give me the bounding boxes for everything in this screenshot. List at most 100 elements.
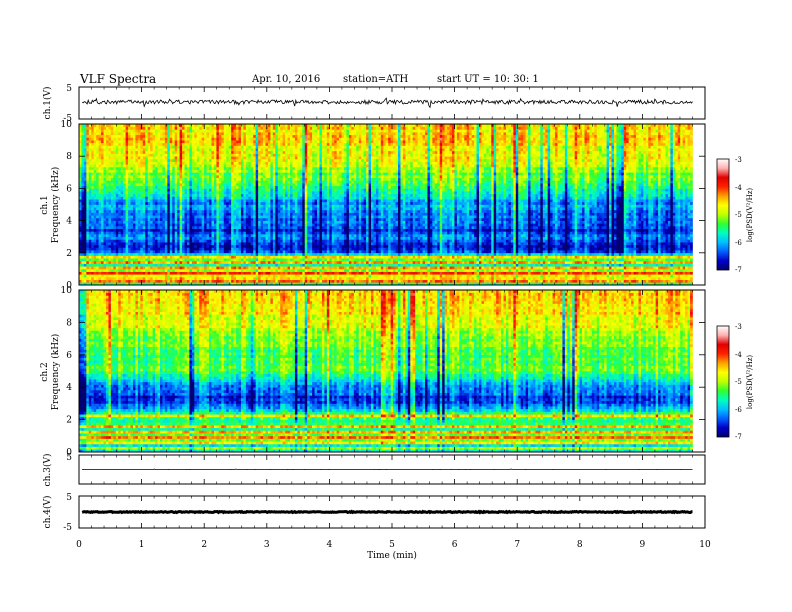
- spectrogram-cell: [158, 213, 161, 216]
- spectrogram-cell: [111, 274, 114, 277]
- spectrogram-cell: [180, 180, 183, 183]
- spectrogram-cell: [148, 229, 151, 232]
- spectrogram-cell: [108, 199, 111, 202]
- spectrogram-cell: [155, 145, 158, 148]
- spectrogram-cell: [108, 194, 111, 197]
- spectrogram-cell: [148, 180, 151, 183]
- spectrogram-cell: [162, 159, 165, 162]
- spectrogram-cell: [84, 242, 87, 245]
- spectrogram-cell: [94, 242, 97, 245]
- spectrogram-cell: [128, 170, 131, 173]
- spectrogram-cell: [111, 135, 114, 138]
- spectrogram-cell: [123, 127, 126, 130]
- spectrogram-cell: [106, 183, 109, 186]
- spectrogram-cell: [94, 151, 97, 154]
- spectrogram-cell: [160, 231, 163, 234]
- spectrogram-cell: [143, 253, 146, 256]
- spectrogram-cell: [118, 280, 121, 283]
- spectrogram-cell: [86, 156, 89, 159]
- spectrogram-cell: [123, 151, 126, 154]
- spectrogram-cell: [111, 210, 114, 213]
- spectrogram-cell: [140, 272, 143, 275]
- spectrogram-cell: [155, 172, 158, 175]
- spectrogram-cell: [153, 213, 156, 216]
- spectrogram-cell: [158, 145, 161, 148]
- spectrogram-cell: [84, 148, 87, 151]
- spectrogram-cell: [140, 229, 143, 232]
- spectrogram-cell: [81, 127, 84, 130]
- spectrogram-cell: [145, 154, 148, 157]
- spectrogram-cell: [101, 170, 104, 173]
- spectrogram-cell: [180, 162, 183, 165]
- spectrogram-cell: [165, 183, 168, 186]
- spectrogram-cell: [131, 186, 134, 189]
- spectrogram-cell: [145, 156, 148, 159]
- spectrogram-cell: [162, 207, 165, 210]
- spectrogram-cell: [148, 250, 151, 253]
- spectrogram-cell: [101, 207, 104, 210]
- spectrogram-cell: [160, 191, 163, 194]
- spectrogram-cell: [131, 277, 134, 280]
- spectrogram-cell: [106, 191, 109, 194]
- spectrogram-cell: [128, 175, 131, 178]
- spectrogram-cell: [81, 196, 84, 199]
- spectrogram-cell: [185, 156, 188, 159]
- spectrogram-cell: [116, 264, 119, 267]
- spectrogram-cell: [180, 258, 183, 261]
- spectrogram-cell: [89, 280, 92, 283]
- spectrogram-cell: [143, 221, 146, 224]
- spectrogram-cell: [135, 135, 138, 138]
- spectrogram-cell: [172, 188, 175, 191]
- spectrogram-cell: [189, 170, 192, 173]
- spectrogram-cell: [185, 199, 188, 202]
- spectrogram-cell: [131, 221, 134, 224]
- spectrogram-cell: [94, 140, 97, 143]
- spectrogram-cell: [101, 264, 104, 267]
- spectrogram-cell: [145, 188, 148, 191]
- spectrogram-cell: [160, 250, 163, 253]
- spectrogram-cell: [158, 245, 161, 248]
- spectrogram-cell: [104, 175, 107, 178]
- spectrogram-cell: [94, 159, 97, 162]
- spectrogram-cell: [158, 188, 161, 191]
- start-time-label: start UT = 10: 30: 1: [437, 74, 539, 85]
- spectrogram-cell: [175, 242, 178, 245]
- spectrogram-cell: [153, 272, 156, 275]
- spectrogram-cell: [172, 274, 175, 277]
- spectrogram-cell: [128, 266, 131, 269]
- spectrogram-cell: [128, 135, 131, 138]
- spectrogram-cell: [131, 242, 134, 245]
- spectrogram-cell: [96, 188, 99, 191]
- spectrogram-cell: [133, 196, 136, 199]
- spectrogram-cell: [133, 229, 136, 232]
- spectrogram-cell: [150, 194, 153, 197]
- spectrogram-cell: [89, 164, 92, 167]
- spectrogram-cell: [189, 261, 192, 264]
- spectrogram-cell: [111, 175, 114, 178]
- spectrogram-cell: [128, 258, 131, 261]
- spectrogram-cell: [111, 196, 114, 199]
- spectrogram-cell: [155, 151, 158, 154]
- spectrogram-cell: [118, 264, 121, 267]
- spectrogram-cell: [86, 272, 89, 275]
- spectrogram-cell: [106, 234, 109, 237]
- spectrogram-cell: [81, 210, 84, 213]
- spectrogram-cell: [106, 229, 109, 232]
- spectrogram-cell: [111, 137, 114, 140]
- spectrogram-cell: [165, 156, 168, 159]
- date-label: Apr. 10, 2016: [251, 74, 320, 85]
- spectrogram-cell: [94, 261, 97, 264]
- spectrogram-cell: [111, 151, 114, 154]
- spectrogram-cell: [182, 215, 185, 218]
- spectrogram-cell: [108, 239, 111, 242]
- spectrogram-cell: [187, 269, 190, 272]
- spectrogram-cell: [133, 202, 136, 205]
- spectrogram-cell: [108, 132, 111, 135]
- spectrogram-cell: [135, 164, 138, 167]
- spectrogram-cell: [126, 213, 129, 216]
- spectrogram-cell: [86, 172, 89, 175]
- spectrogram-cell: [121, 277, 124, 280]
- spectrogram-cell: [148, 264, 151, 267]
- spectrogram-cell: [106, 194, 109, 197]
- spectrogram-cell: [165, 199, 168, 202]
